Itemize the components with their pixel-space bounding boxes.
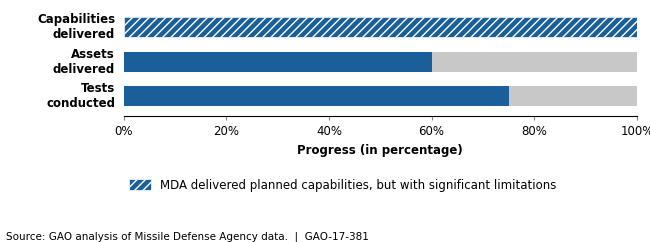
Bar: [124, 17, 637, 37]
Bar: [124, 17, 637, 37]
Bar: [124, 52, 432, 72]
Bar: [124, 86, 508, 106]
Legend: MDA delivered planned capabilities, but with significant limitations: MDA delivered planned capabilities, but …: [129, 179, 556, 192]
Text: Source: GAO analysis of Missile Defense Agency data.  |  GAO-17-381: Source: GAO analysis of Missile Defense …: [6, 232, 369, 242]
Bar: [124, 52, 637, 72]
Bar: [124, 86, 637, 106]
X-axis label: Progress (in percentage): Progress (in percentage): [298, 144, 463, 157]
